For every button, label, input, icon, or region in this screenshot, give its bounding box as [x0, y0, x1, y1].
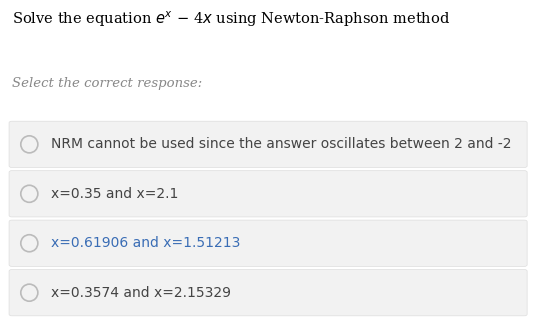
Text: NRM cannot be used since the answer oscillates between 2 and -2: NRM cannot be used since the answer osci…	[51, 137, 511, 151]
Text: Solve the equation $e^{x}$ − 4$x$ using Newton-Raphson method: Solve the equation $e^{x}$ − 4$x$ using …	[12, 10, 450, 29]
Text: Select the correct response:: Select the correct response:	[12, 77, 202, 90]
FancyBboxPatch shape	[9, 171, 527, 217]
FancyBboxPatch shape	[9, 270, 527, 316]
FancyBboxPatch shape	[9, 121, 527, 167]
Text: x=0.3574 and x=2.15329: x=0.3574 and x=2.15329	[51, 286, 231, 300]
FancyBboxPatch shape	[9, 220, 527, 266]
Text: x=0.35 and x=2.1: x=0.35 and x=2.1	[51, 187, 178, 201]
Text: x=0.61906 and x=1.51213: x=0.61906 and x=1.51213	[51, 236, 240, 250]
